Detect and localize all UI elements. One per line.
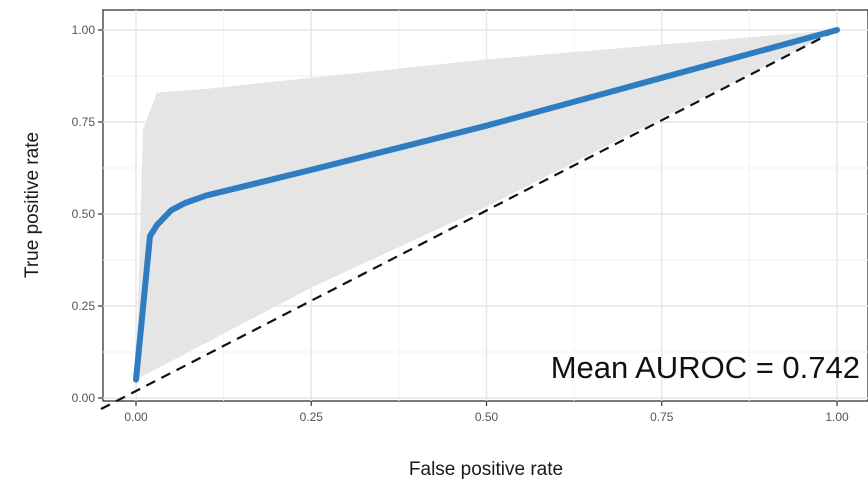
x-tick-label: 0.75 bbox=[650, 410, 674, 424]
chance-diagonal-line bbox=[100, 29, 838, 411]
roc-curve bbox=[133, 27, 840, 383]
y-tick-label: 0.75 bbox=[72, 115, 96, 129]
y-tick-label: 0.00 bbox=[72, 391, 96, 405]
x-axis-title: False positive rate bbox=[409, 459, 563, 480]
y-tick-label: 0.25 bbox=[72, 299, 96, 313]
confidence-band bbox=[136, 30, 837, 380]
y-tick-label: 0.50 bbox=[72, 207, 96, 221]
x-tick-label: 0.25 bbox=[300, 410, 324, 424]
y-tick-label: 1.00 bbox=[72, 23, 96, 37]
axis-ticks: 0.00 0.25 0.50 0.75 1.00 0.00 0.25 0.50 0.75 1.00 bbox=[72, 23, 849, 424]
auroc-annotation: Mean AUROC = 0.742 bbox=[551, 350, 860, 385]
x-tick-label: 1.00 bbox=[825, 410, 849, 424]
x-tick-label: 0.50 bbox=[475, 410, 499, 424]
x-tick-label: 0.00 bbox=[124, 410, 148, 424]
y-axis-title: True positive rate bbox=[22, 132, 43, 278]
